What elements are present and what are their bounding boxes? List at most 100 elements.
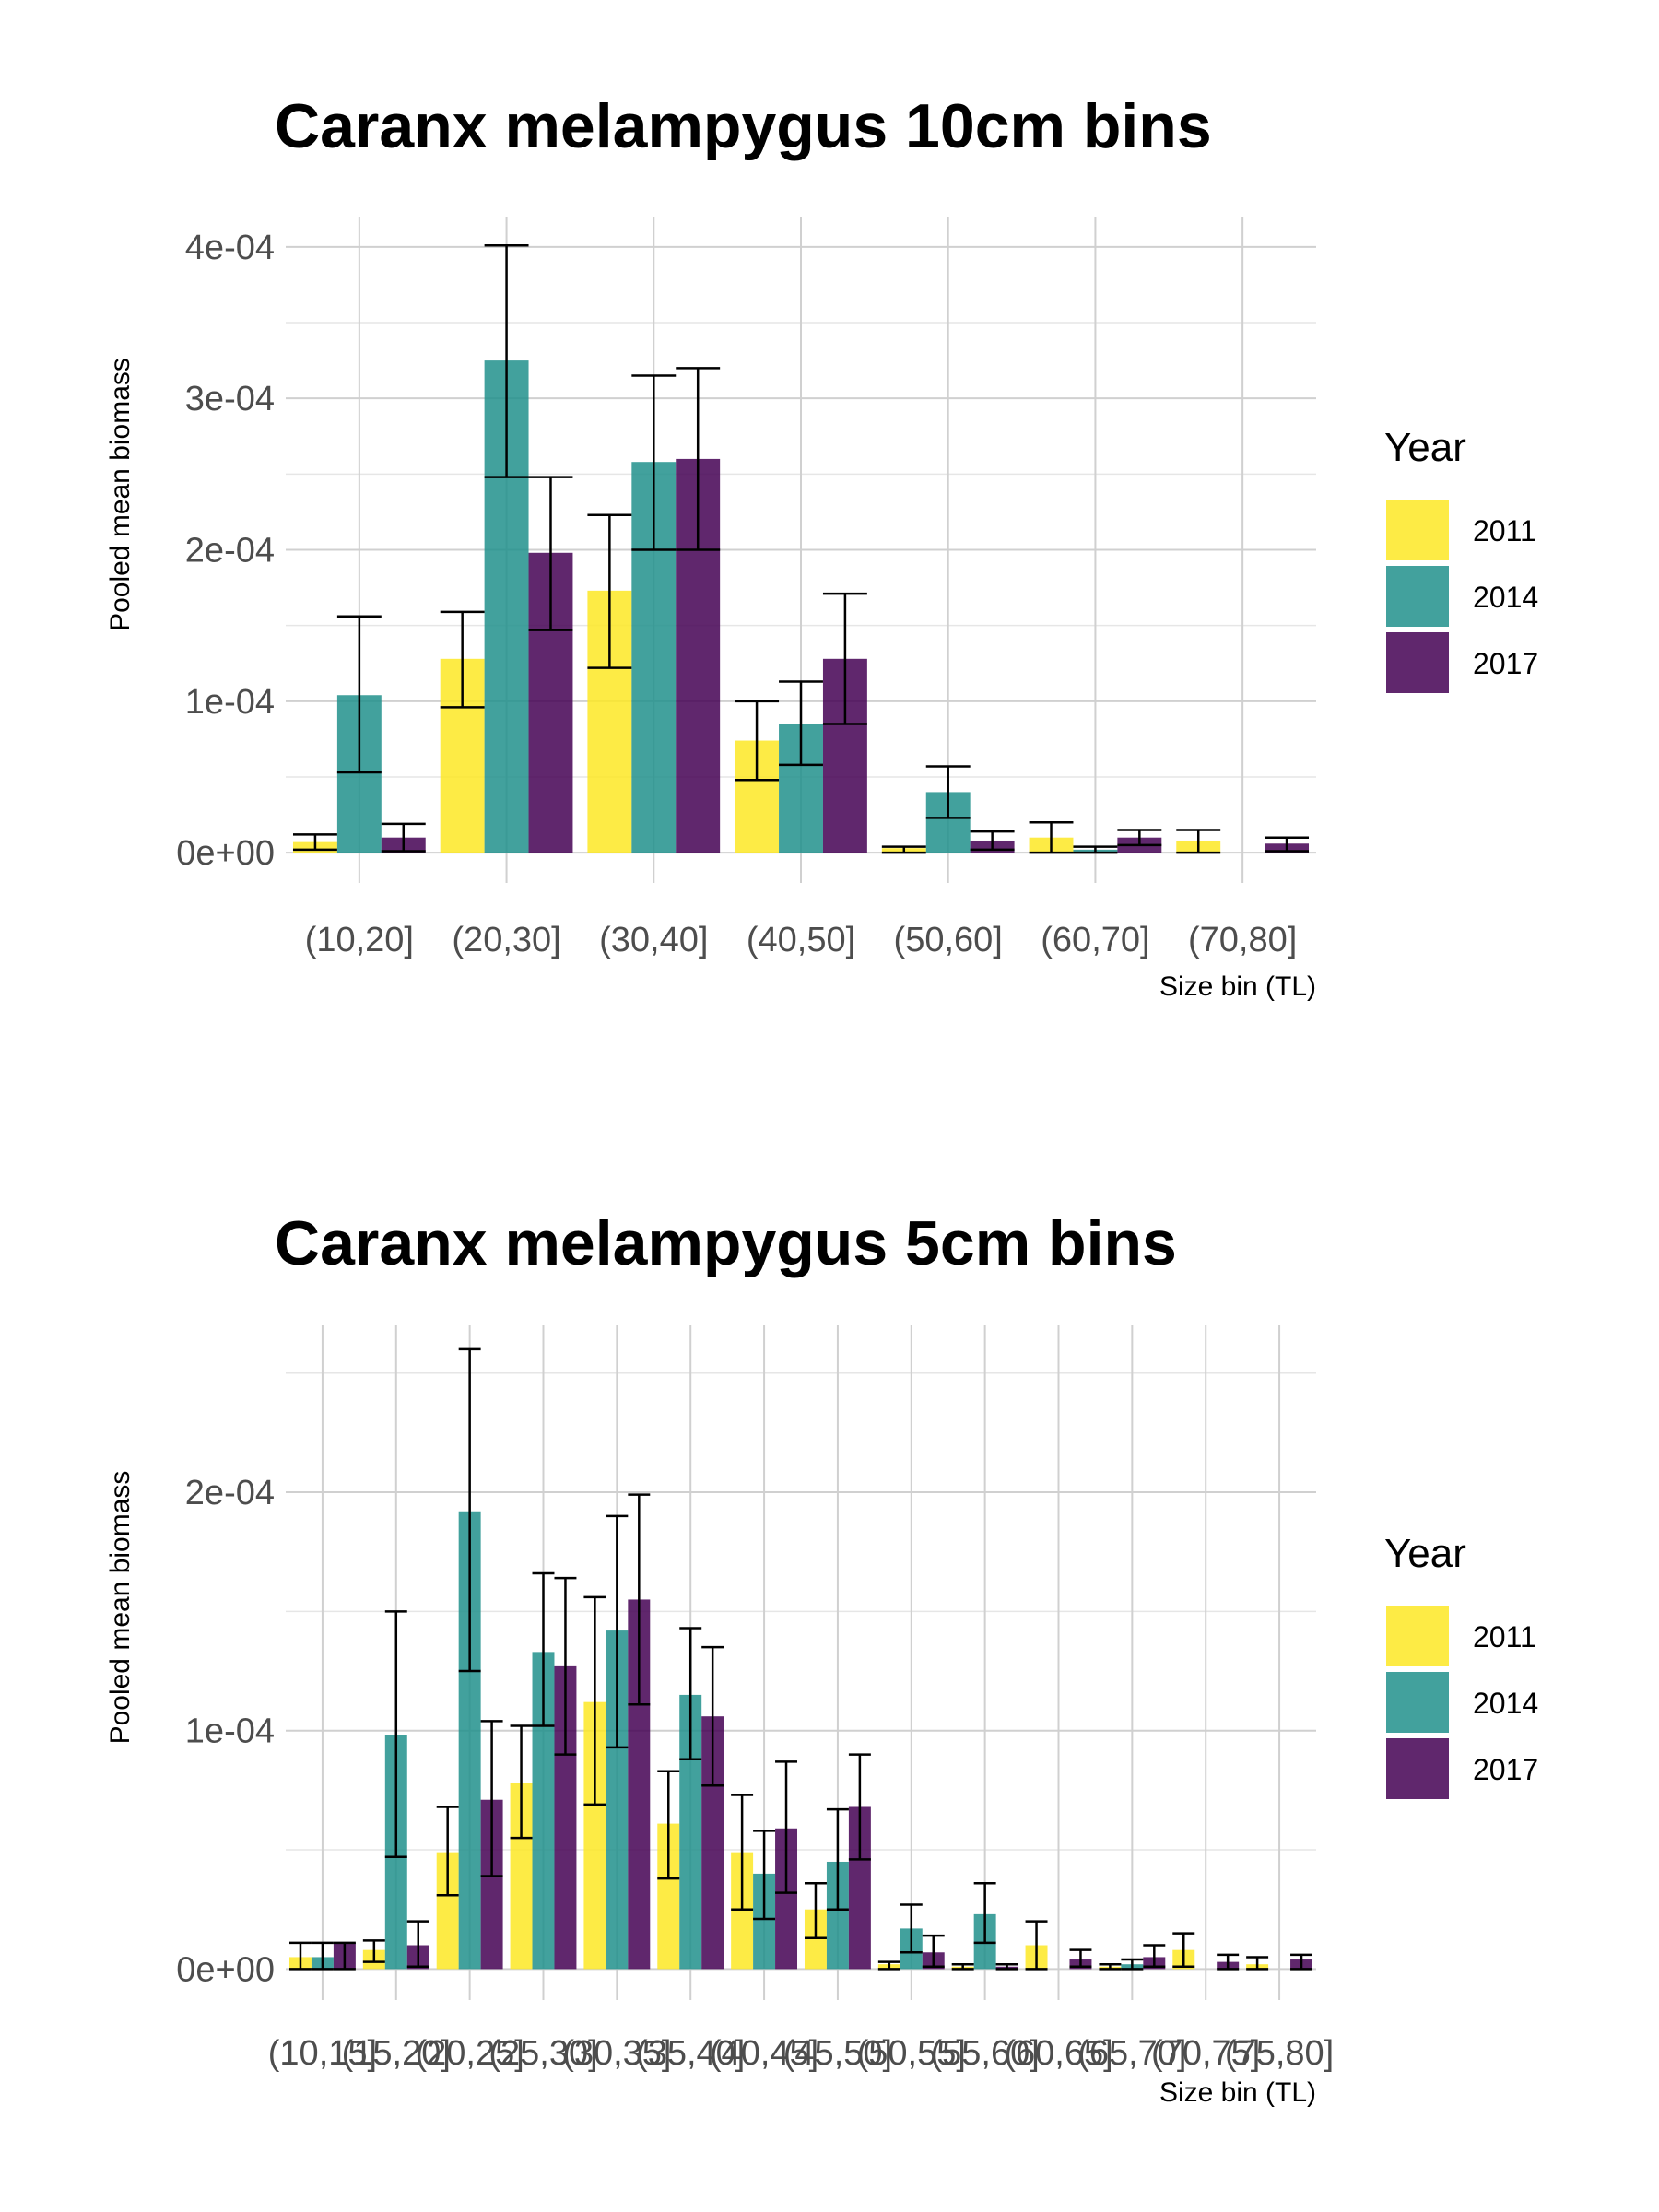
bar-2011-2 [436, 1852, 459, 1970]
errorbar-2017-11 [1143, 1944, 1166, 1969]
y-tick-label: 4e-04 [185, 229, 275, 267]
errorbar-2017-2 [480, 1720, 503, 1877]
x-tick-label: (35,40] [636, 2034, 745, 2073]
legend-title: Year [1384, 425, 1466, 470]
bar-2011-6 [731, 1852, 754, 1970]
x-tick-label: (60,70] [1041, 921, 1149, 959]
errorbar-2017-1 [528, 476, 573, 631]
x-tick-label: (15,20] [342, 2034, 451, 2073]
bar-2017-7 [848, 1806, 871, 1970]
errorbar-2014-0 [336, 615, 382, 774]
errorbar-2017-1 [406, 1920, 429, 1969]
bar-2017-6 [775, 1828, 798, 1970]
bar-2011-5 [657, 1823, 680, 1970]
chart-5cm-bins: Caranx melampygus 5cm bins 0e+00 1e-04 2e-0… [105, 1208, 1538, 2108]
x-tick-label: (20,30] [452, 921, 560, 959]
y-tick-label: 1e-04 [185, 1712, 275, 1751]
errorbar-2011-12 [1172, 1932, 1195, 1969]
errorbar-2014-1 [384, 1610, 407, 1859]
errorbar-2017-12 [1217, 1953, 1240, 1971]
errorbar-2017-5 [701, 1645, 724, 1787]
errorbar-2014-5 [1073, 845, 1118, 854]
legend-label-2011: 2011 [1473, 514, 1536, 547]
legend: Year 2011 2014 2017 [1384, 1531, 1538, 1799]
errorbar-2017-6 [775, 1760, 798, 1894]
x-tick-label: (25,30] [488, 2034, 597, 2073]
legend-label-2017: 2017 [1473, 647, 1538, 680]
x-tick-label: (50,55] [857, 2034, 966, 2073]
errorbar-2014-3 [779, 680, 823, 767]
chart-panel-10cm: Caranx melampygus 10cm bins 0e+00 1e-04 2e-… [105, 91, 1538, 1002]
legend-title: Year [1384, 1531, 1466, 1576]
errorbar-2017-4 [628, 1493, 651, 1706]
x-tick-label: (60,65] [1004, 2034, 1112, 2073]
legend-label-2014: 2014 [1473, 1687, 1538, 1720]
x-tick-label: (70,75] [1151, 2034, 1260, 2073]
bar-2014-7 [826, 1861, 849, 1970]
x-tick-label: (20,25] [415, 2034, 524, 2073]
errorbar-2011-3 [735, 700, 780, 782]
errorbar-2011-11 [1099, 1962, 1122, 1971]
errorbar-2017-5 [1117, 829, 1162, 847]
errorbar-2014-1 [484, 243, 529, 478]
errorbar-2011-1 [362, 1939, 385, 1963]
bar-2017-4 [628, 1599, 651, 1970]
bar-2017-3 [554, 1665, 577, 1970]
errorbar-2014-0 [311, 1941, 334, 1971]
legend-label-2017: 2017 [1473, 1753, 1538, 1786]
bar-2017-2 [480, 1799, 503, 1970]
y-axis-label: Pooled mean biomass [105, 358, 135, 631]
bar-2011-4 [583, 1701, 606, 1970]
errorbar-2017-3 [822, 592, 867, 725]
errorbar-2017-2 [676, 367, 721, 551]
errorbar-2017-6 [1265, 836, 1310, 853]
x-tick-label: (45,50] [783, 2034, 892, 2073]
errorbar-2011-3 [510, 1724, 533, 1840]
y-tick-label: 2e-04 [185, 532, 275, 571]
errorbar-2014-9 [973, 1882, 996, 1945]
errorbar-2017-13 [1290, 1953, 1313, 1971]
errorbar-2011-0 [288, 1941, 312, 1971]
bar-2014-4 [606, 1630, 629, 1970]
x-tick-label: (40,50] [747, 921, 855, 959]
errorbar-2014-5 [679, 1627, 702, 1761]
legend-key-2014 [1386, 1672, 1449, 1733]
errorbar-2017-0 [333, 1941, 356, 1971]
errorbar-2011-8 [877, 1960, 900, 1971]
bar-2014-3 [532, 1652, 555, 1970]
errorbar-2011-5 [657, 1770, 680, 1880]
chart-10cm-bins: Caranx melampygus 10cm bins 0e+00 1e-04 2e-… [105, 91, 1538, 1002]
chart-panel-5cm: Caranx melampygus 5cm bins 0e+00 1e-04 2e-0… [0, 1106, 1659, 2212]
bar-2014-6 [753, 1873, 776, 1970]
legend-key-2011 [1386, 500, 1449, 560]
x-tick-label: (30,40] [599, 921, 708, 959]
errorbar-2011-6 [1176, 829, 1221, 854]
errorbar-2014-2 [458, 1347, 481, 1673]
errorbar-2011-5 [1029, 821, 1074, 854]
bar-2014-5 [679, 1694, 702, 1970]
errorbar-2011-6 [731, 1794, 754, 1911]
errorbar-2014-11 [1121, 1958, 1144, 1971]
errorbar-2011-13 [1246, 1956, 1269, 1971]
errorbar-2017-4 [970, 830, 1015, 852]
y-tick-label: 2e-04 [185, 1474, 275, 1512]
legend-label-2014: 2014 [1473, 581, 1538, 614]
errorbar-2011-1 [440, 610, 485, 709]
x-tick-label: (50,60] [894, 921, 1003, 959]
y-tick-label: 1e-04 [185, 683, 275, 722]
x-tick-label: (55,60] [930, 2034, 1039, 2073]
x-tick-label: (75,80] [1225, 2034, 1334, 2073]
legend: Year 2011 2014 2017 [1384, 425, 1538, 693]
errorbar-2017-8 [922, 1934, 945, 1969]
errorbar-2011-7 [804, 1882, 827, 1939]
errorbar-2017-10 [1069, 1948, 1092, 1969]
x-tick-label: (30,35] [562, 2034, 671, 2073]
x-tick-label: (10,20] [305, 921, 414, 959]
errorbar-2014-4 [925, 765, 971, 819]
errorbar-2014-6 [753, 1830, 776, 1921]
legend-key-2011 [1386, 1606, 1449, 1666]
x-tick-label: (40,45] [710, 2034, 818, 2073]
errorbar-2011-4 [583, 1595, 606, 1806]
errorbar-2014-8 [900, 1903, 923, 1954]
bar-2011-7 [804, 1909, 827, 1970]
